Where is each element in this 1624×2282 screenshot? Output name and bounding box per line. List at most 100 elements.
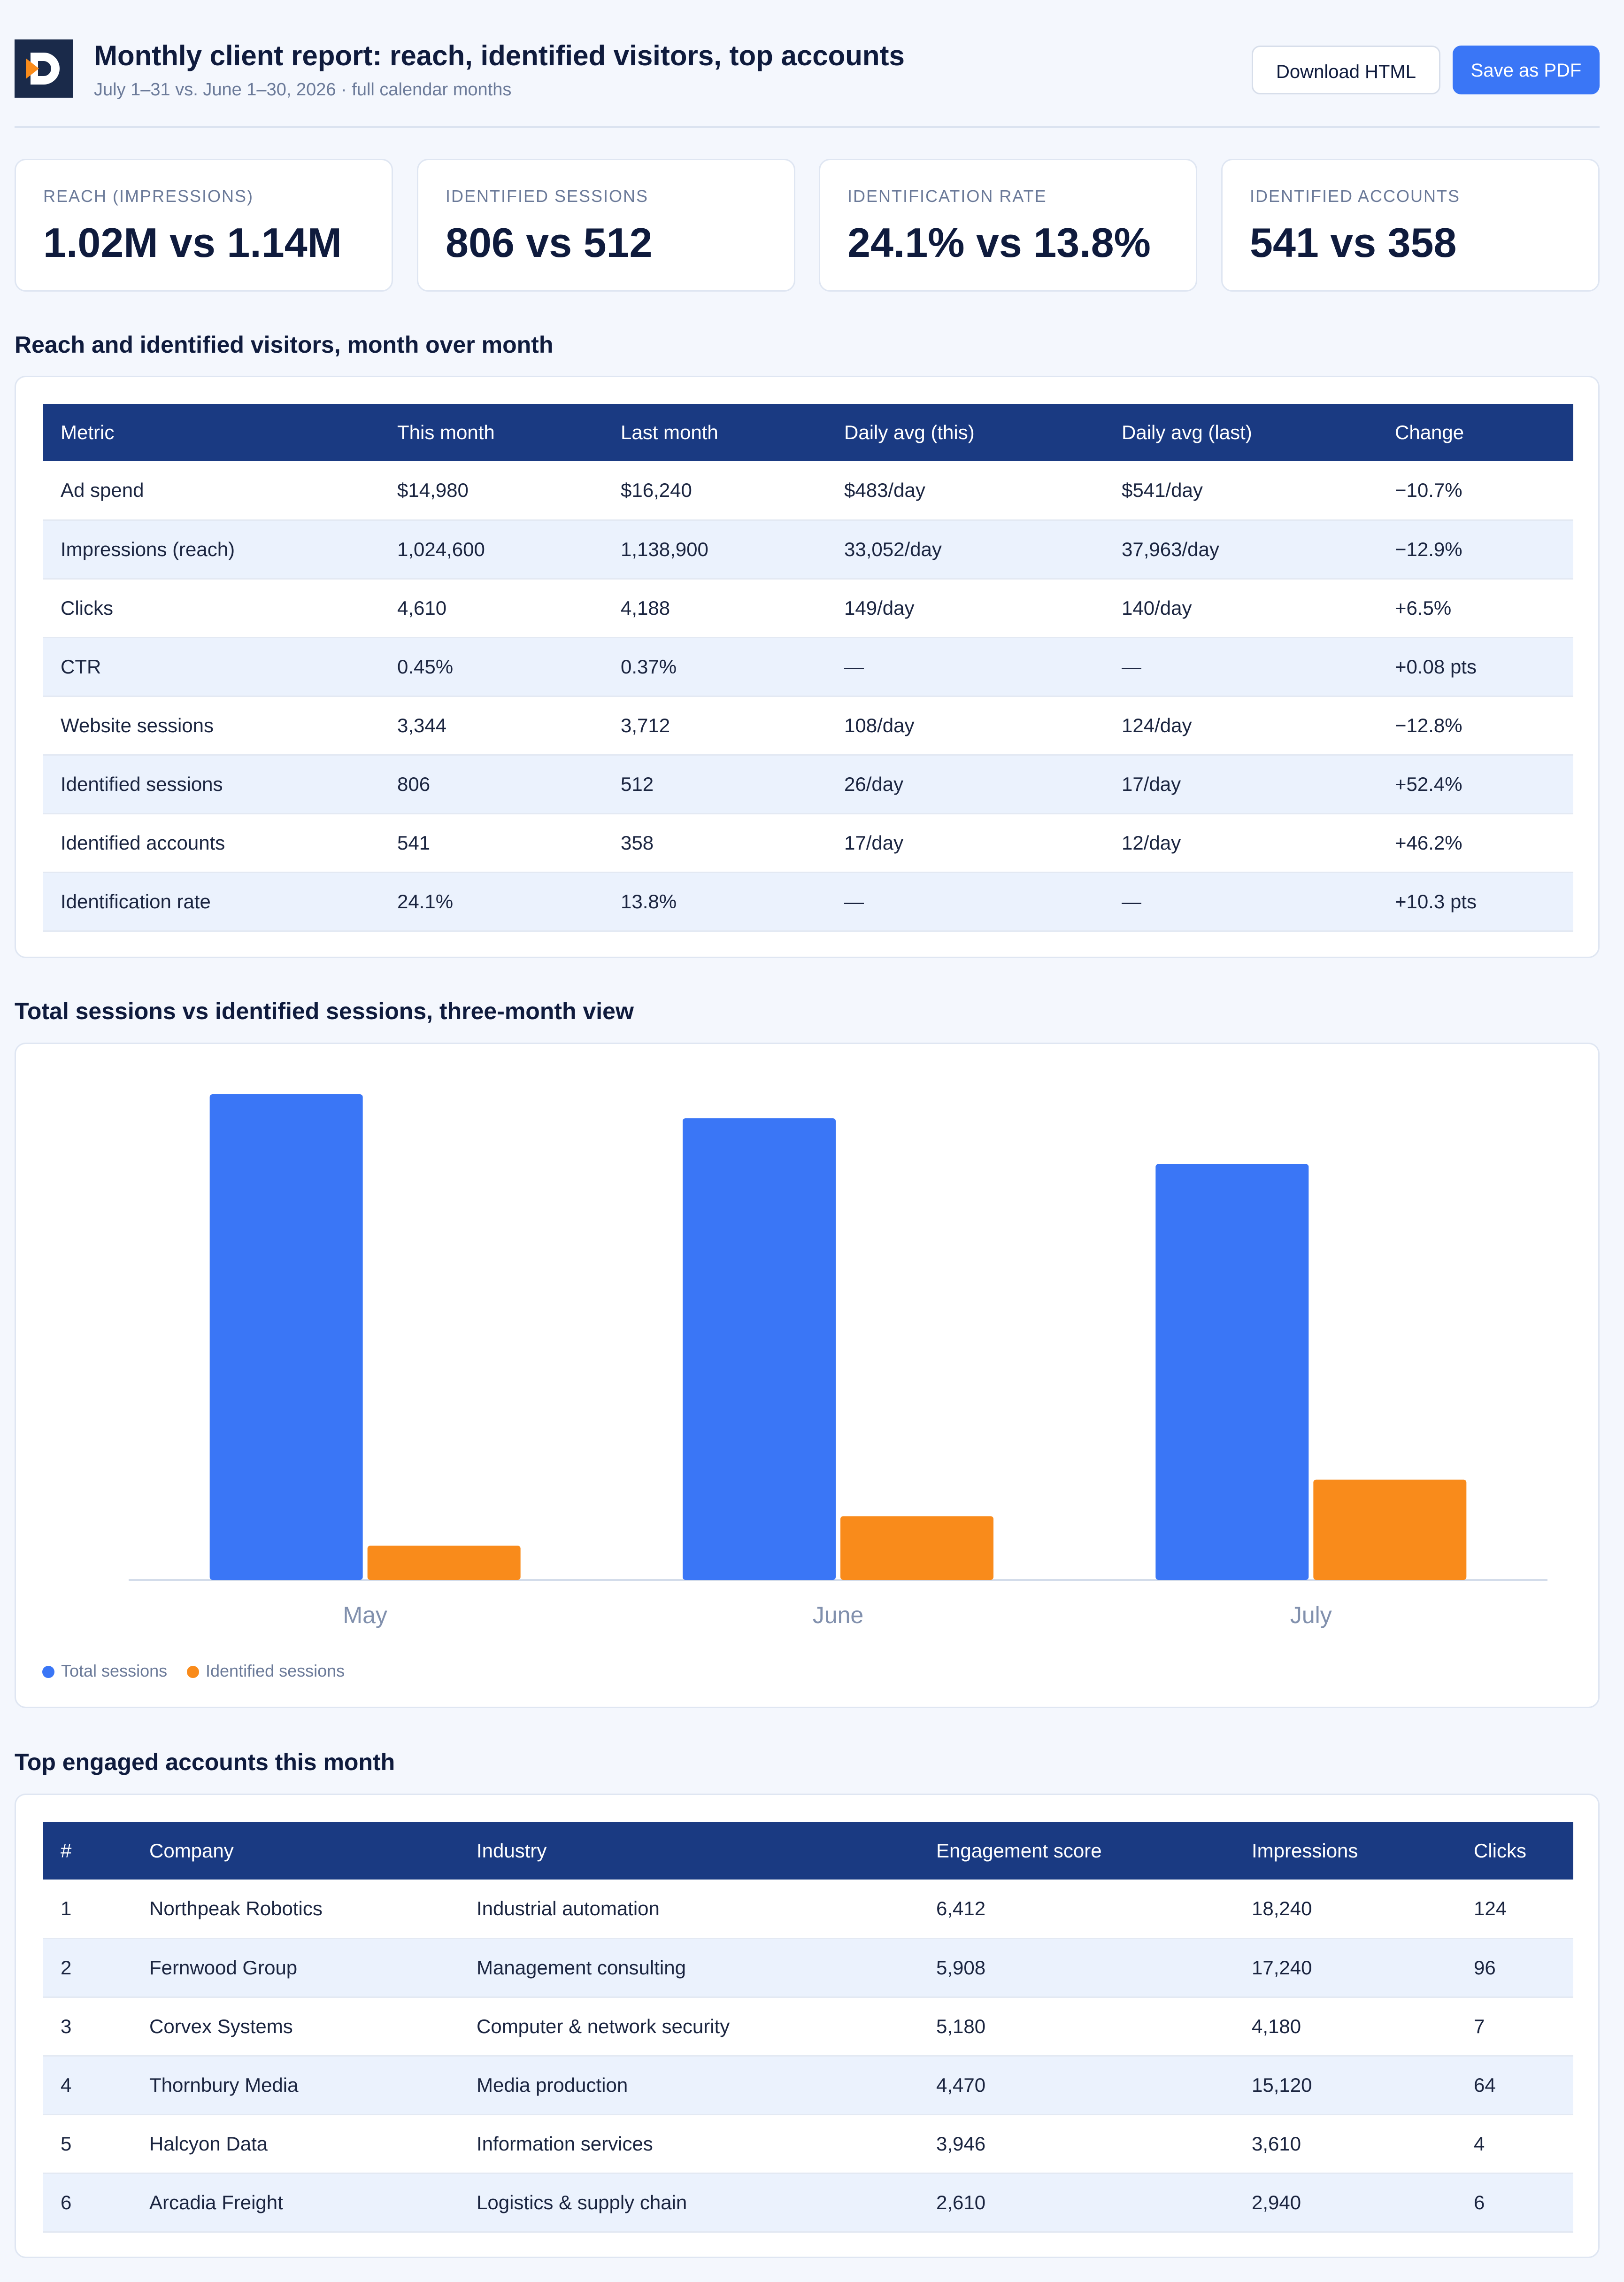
column-header: This month [380,404,603,461]
table-cell: −12.8% [1378,696,1573,756]
table-row: Website sessions 3,344 3,712 108/day 124/day… [43,696,1573,756]
table-cell: Information services [459,2114,919,2174]
table-cell: 4 [43,2056,132,2115]
table-cell: Logistics & supply chain [459,2173,919,2233]
save-pdf-button[interactable]: Save as PDF [1453,46,1600,94]
kpi-label: IDENTIFICATION RATE [847,186,1047,206]
table-cell: +6.5% [1378,579,1573,638]
table-cell: 124/day [1104,696,1378,756]
table-cell: 806 [380,755,603,814]
kpi-value: 1.02M vs 1.14M [43,219,342,266]
table-cell: $483/day [827,461,1104,521]
column-header: Daily avg (last) [1104,404,1378,461]
table-header-row: Metric This month Last month Daily avg (… [43,404,1573,461]
table-cell: −12.9% [1378,520,1573,580]
table-cell: 12/day [1104,813,1378,873]
table-cell: 24.1% [380,872,603,932]
column-header: Industry [459,1822,919,1880]
table-cell: 541 [380,813,603,873]
table-cell: 3,946 [919,2114,1234,2174]
kpi-label: IDENTIFIED ACCOUNTS [1250,186,1461,206]
table-cell: Thornbury Media [132,2056,459,2115]
table-cell: 5,180 [919,1997,1234,2057]
table-cell: — [827,637,1104,697]
chart-section-title: Total sessions vs identified sessions, t… [15,998,634,1024]
table-cell: $14,980 [380,461,603,521]
table-cell: 18,240 [1234,1880,1456,1939]
accounts-table: # Company Industry Engagement score Impr… [43,1822,1573,2233]
reach-table-body: Ad spend $14,980 $16,240 $483/day $541/day −1… [43,461,1573,932]
table-cell: Identification rate [43,872,380,932]
column-header: Impressions [1234,1822,1456,1880]
column-header: Metric [43,404,380,461]
table-cell: — [827,872,1104,932]
table-cell: Impressions (reach) [43,520,380,580]
table-cell: 15,120 [1234,2056,1456,2115]
table-cell: Fernwood Group [132,1938,459,1998]
table-cell: 358 [603,813,827,873]
table-cell: 33,052/day [827,520,1104,580]
download-html-button[interactable]: Download HTML [1252,46,1440,94]
table-cell: Northpeak Robotics [132,1880,459,1939]
table-cell: Arcadia Freight [132,2173,459,2233]
accounts-section-title: Top engaged accounts this month [15,1749,395,1775]
legend-label: Total sessions [61,1661,168,1680]
table-cell: Industrial automation [459,1880,919,1939]
kpi-label: IDENTIFIED SESSIONS [446,186,649,206]
column-header: Change [1378,404,1573,461]
accounts-table-body: 1 Northpeak Robotics Industrial automation… [43,1880,1573,2233]
table-cell: +52.4% [1378,755,1573,814]
table-row: 4 Thornbury Media Media production 4,470 15,… [43,2056,1573,2115]
brand-logo-icon [15,39,73,98]
table-cell: 2 [43,1938,132,1998]
table-cell: 5 [43,2114,132,2174]
table-cell: −10.7% [1378,461,1573,521]
table-cell: +46.2% [1378,813,1573,873]
table-cell: Management consulting [459,1938,919,1998]
table-cell: 17,240 [1234,1938,1456,1998]
table-cell: Website sessions [43,696,380,756]
table-cell: Halcyon Data [132,2114,459,2174]
column-header: Company [132,1822,459,1880]
kpi-card-reach: REACH (IMPRESSIONS) 1.02M vs 1.14M [15,159,393,292]
table-cell: 108/day [827,696,1104,756]
column-header: Engagement score [919,1822,1234,1880]
table-cell: Identified accounts [43,813,380,873]
table-row: Identified accounts 541 358 17/day 12/day +46… [43,813,1573,873]
table-cell: 3 [43,1997,132,2057]
kpi-card-identified-sessions: IDENTIFIED SESSIONS 806 vs 512 [417,159,795,292]
table-cell: 512 [603,755,827,814]
brand-logo [15,39,73,98]
table-cell: +10.3 pts [1378,872,1573,932]
table-row: Ad spend $14,980 $16,240 $483/day $541/day −1… [43,461,1573,521]
table-cell: 17/day [1104,755,1378,814]
table-cell: 17/day [827,813,1104,873]
table-cell: 3,610 [1234,2114,1456,2174]
header-divider [15,126,1600,128]
sessions-chart-card [15,1043,1600,1708]
table-cell: Computer & network security [459,1997,919,2057]
column-header: Clicks [1456,1822,1573,1880]
reach-section-title: Reach and identified visitors, month ove… [15,332,554,358]
table-row: 5 Halcyon Data Information services 3,946 3,… [43,2114,1573,2174]
kpi-value: 24.1% vs 13.8% [847,219,1151,266]
table-cell: CTR [43,637,380,697]
column-header: # [43,1822,132,1880]
table-row: Impressions (reach) 1,024,600 1,138,900 33,… [43,520,1573,580]
kpi-card-identification-rate: IDENTIFICATION RATE 24.1% vs 13.8% [819,159,1197,292]
table-cell: 0.45% [380,637,603,697]
table-cell: 4 [1456,2114,1573,2174]
page-subtitle: July 1–31 vs. June 1–30, 2026 · full cal… [94,80,512,100]
table-cell: 1 [43,1880,132,1939]
table-header-row: # Company Industry Engagement score Impr… [43,1822,1573,1880]
table-cell: 6,412 [919,1880,1234,1939]
table-cell: Clicks [43,579,380,638]
table-cell: 4,188 [603,579,827,638]
table-cell: 2,940 [1234,2173,1456,2233]
table-cell: 3,344 [380,696,603,756]
table-row: 2 Fernwood Group Management consulting 5,90… [43,1938,1573,1998]
table-cell: 3,712 [603,696,827,756]
table-cell: 37,963/day [1104,520,1378,580]
table-cell: — [1104,872,1378,932]
